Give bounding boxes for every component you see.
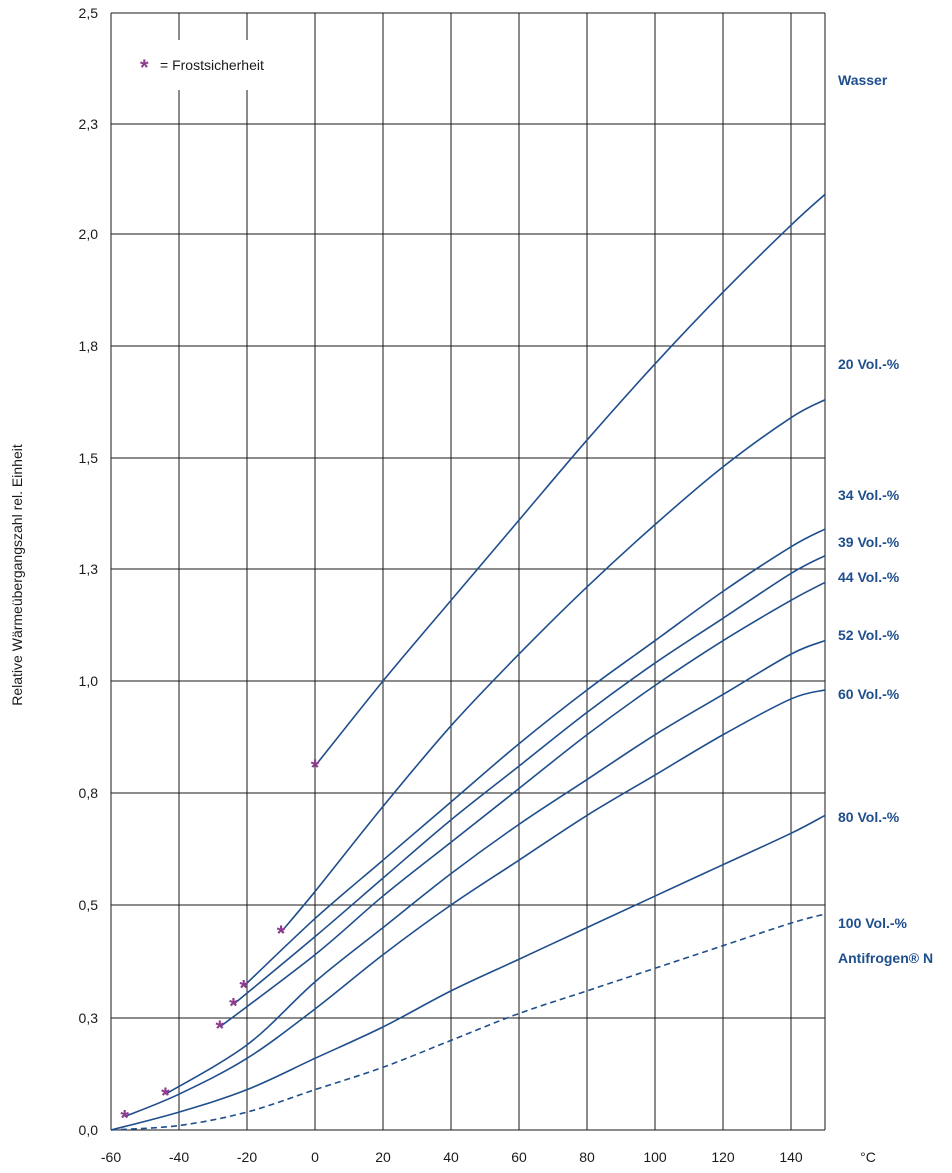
x-tick-labels: -60 -40 -20 0 20 40 60 80 100 120 140 [101,1149,803,1165]
series-label: 34 Vol.-% [838,487,900,503]
series-label: Wasser [838,72,888,88]
frost-marker: * [120,1106,129,1131]
x-tick-label: 20 [375,1149,391,1165]
series-label: 39 Vol.-% [838,534,900,550]
x-tick-label: -20 [237,1149,257,1165]
legend-background [132,40,310,90]
y-tick-label: 0,0 [79,1122,99,1138]
series-line [232,554,826,1006]
x-tick-label: 0 [311,1149,319,1165]
x-tick-label: 100 [643,1149,667,1165]
frost-marker: * [277,921,286,946]
y-tick-label: 0,3 [79,1010,99,1026]
x-tick-label: 60 [511,1149,527,1165]
series-label: 20 Vol.-% [838,356,900,372]
y-tick-label: 2,0 [79,226,99,242]
y-tick-labels: 0,0 0,3 0,5 0,8 1,0 1,3 1,5 1,8 2,0 2,3 2,5 [79,5,99,1138]
frost-marker: * [229,993,238,1018]
series-label-secondary: Antifrogen® N [838,950,933,966]
grid [110,12,826,1131]
series-line [124,689,826,1118]
series-label: 80 Vol.-% [838,809,900,825]
legend-marker: * [140,55,149,80]
y-tick-label: 0,5 [79,897,99,913]
series-label: 100 Vol.-% [838,915,908,931]
series-line [164,639,826,1095]
frost-markers: ******* [120,755,319,1130]
series-label: 60 Vol.-% [838,686,900,702]
y-tick-label: 0,8 [79,785,99,801]
y-tick-label: 1,0 [79,673,99,689]
x-tick-label: 80 [579,1149,595,1165]
series-line [219,581,826,1028]
series-line [314,193,826,767]
x-tick-label: 140 [779,1149,803,1165]
y-tick-label: 1,8 [79,338,99,354]
x-axis-unit: °C [860,1149,876,1165]
series-line [110,814,826,1131]
series-labels: Wasser 20 Vol.-% 34 Vol.-% 39 Vol.-% 44 Vol.… [838,72,933,966]
series-line [280,399,826,933]
x-tick-label: -40 [169,1149,189,1165]
x-tick-label: 120 [711,1149,735,1165]
frost-marker: * [216,1016,225,1041]
series-label: 52 Vol.-% [838,627,900,643]
y-tick-label: 1,3 [79,561,99,577]
legend-text: = Frostsicherheit [160,57,264,73]
series-line [243,528,826,987]
frost-marker: * [311,755,320,780]
y-axis-label: Relative Wärmeübergangszahl rel. Einheit [9,444,25,706]
frost-marker: * [161,1083,170,1108]
y-tick-label: 1,5 [79,450,99,466]
x-tick-label: -60 [101,1149,121,1165]
x-tick-label: 40 [443,1149,459,1165]
series-lines [110,193,826,1131]
series-line [110,913,826,1131]
frost-marker: * [239,975,248,1000]
y-tick-label: 2,5 [79,5,99,21]
series-label: 44 Vol.-% [838,569,900,585]
legend: * = Frostsicherheit [132,40,310,90]
y-tick-label: 2,3 [79,116,99,132]
